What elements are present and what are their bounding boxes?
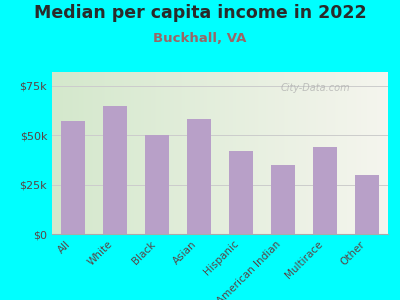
Bar [146, 135, 168, 234]
Text: City-Data.com: City-Data.com [280, 83, 350, 93]
Text: Median per capita income in 2022: Median per capita income in 2022 [34, 4, 366, 22]
Bar [230, 151, 252, 234]
Bar [188, 119, 210, 234]
Bar [314, 147, 336, 234]
Bar [356, 175, 378, 234]
Text: Buckhall, VA: Buckhall, VA [153, 32, 247, 44]
Bar [62, 122, 84, 234]
Bar [272, 165, 294, 234]
Bar [104, 106, 126, 234]
